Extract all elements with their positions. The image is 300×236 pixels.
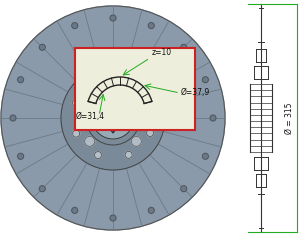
Circle shape bbox=[148, 207, 154, 213]
Circle shape bbox=[110, 215, 116, 221]
Circle shape bbox=[72, 100, 80, 106]
Polygon shape bbox=[99, 103, 127, 133]
Circle shape bbox=[18, 77, 24, 83]
Circle shape bbox=[85, 136, 95, 146]
Circle shape bbox=[85, 90, 95, 100]
Circle shape bbox=[10, 115, 16, 121]
Circle shape bbox=[18, 153, 24, 159]
Circle shape bbox=[94, 152, 101, 159]
Text: Ø=37,9: Ø=37,9 bbox=[181, 88, 210, 97]
Text: z=10: z=10 bbox=[152, 48, 172, 57]
Circle shape bbox=[202, 153, 208, 159]
Circle shape bbox=[124, 77, 131, 84]
Circle shape bbox=[39, 186, 45, 192]
Text: Ø=31,4: Ø=31,4 bbox=[76, 111, 105, 121]
Circle shape bbox=[202, 77, 208, 83]
Circle shape bbox=[1, 6, 225, 230]
Circle shape bbox=[147, 130, 154, 136]
Circle shape bbox=[73, 130, 80, 137]
Bar bbox=[75, 48, 195, 130]
Circle shape bbox=[181, 186, 187, 192]
Circle shape bbox=[148, 23, 154, 29]
Circle shape bbox=[181, 44, 187, 50]
Circle shape bbox=[131, 136, 141, 146]
Circle shape bbox=[39, 44, 45, 50]
Text: Ø = 315: Ø = 315 bbox=[285, 102, 294, 134]
Circle shape bbox=[125, 151, 132, 158]
Circle shape bbox=[72, 207, 78, 213]
Circle shape bbox=[146, 99, 153, 106]
Circle shape bbox=[131, 90, 141, 100]
Circle shape bbox=[210, 115, 216, 121]
Circle shape bbox=[110, 15, 116, 21]
Circle shape bbox=[72, 23, 78, 29]
Circle shape bbox=[61, 66, 165, 170]
Circle shape bbox=[92, 97, 134, 139]
Circle shape bbox=[94, 78, 101, 85]
